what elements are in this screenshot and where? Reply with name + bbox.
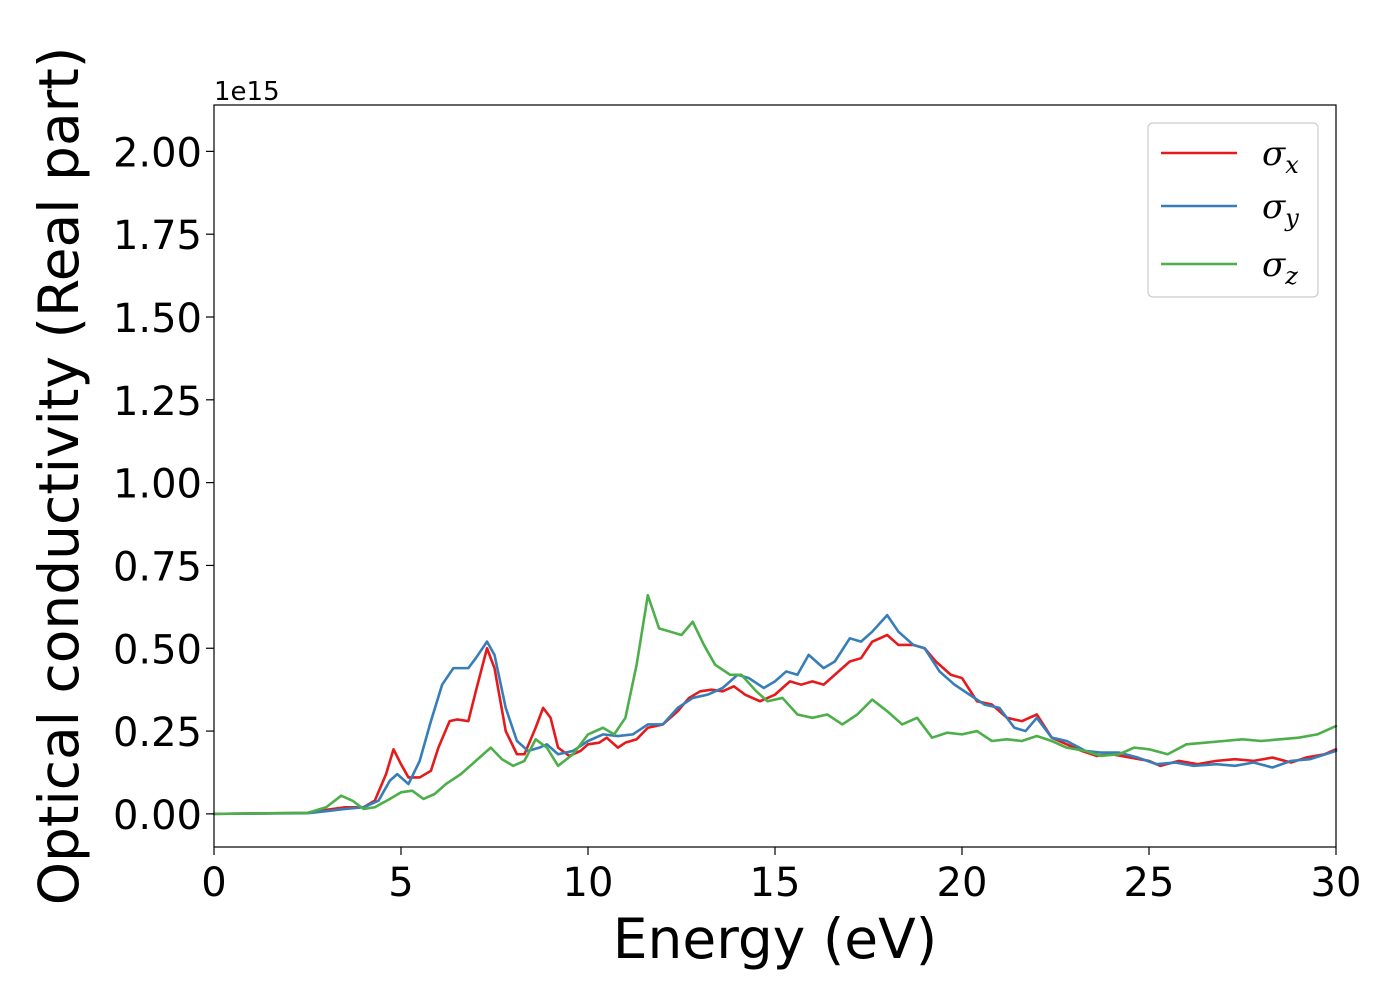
- legend-subscript: x: [1285, 151, 1299, 179]
- legend-frame: [1147, 122, 1319, 298]
- series-layer: [212, 593, 1338, 816]
- legend-label-sigma-z: σz: [1262, 245, 1298, 290]
- series-line-y-sigma: [212, 613, 1338, 816]
- legend-label-sigma-x: σx: [1262, 134, 1299, 179]
- series-line-z-sigma: [212, 593, 1338, 816]
- y-axis: 0.00 0.25 0.50 0.75 1.00 1.25 1.50 1.75 2.00: [113, 130, 214, 839]
- legend-subscript: y: [1284, 204, 1299, 232]
- x-axis: 0 5 10 15 20 25 30: [201, 847, 1361, 906]
- y-tick-label: 0.25: [113, 710, 202, 756]
- x-tick-label: 10: [563, 860, 614, 906]
- y-offset-label: 1e15: [214, 77, 280, 107]
- x-tick-label: 25: [1124, 860, 1175, 906]
- x-tick-label: 15: [750, 860, 801, 906]
- y-tick-label: 1.75: [113, 213, 202, 259]
- legend-label-sigma-y: σy: [1262, 187, 1299, 232]
- y-axis-label: Optical conductivity (Real part): [27, 47, 91, 906]
- series-line-x-sigma: [212, 633, 1338, 816]
- legend-symbol: σ: [1262, 245, 1286, 285]
- legend-symbol: σ: [1262, 134, 1286, 174]
- y-tick-label: 1.00: [113, 462, 202, 508]
- x-tick-label: 20: [937, 860, 988, 906]
- x-axis-label: Energy (eV): [613, 907, 937, 971]
- x-tick-label: 30: [1311, 860, 1362, 906]
- y-tick-label: 1.50: [113, 296, 202, 342]
- x-tick-label: 0: [201, 860, 226, 906]
- legend-symbol: σ: [1262, 187, 1286, 227]
- legend-subscript: z: [1284, 262, 1298, 290]
- y-tick-label: 0.00: [113, 793, 202, 839]
- y-tick-label: 0.50: [113, 627, 202, 673]
- x-tick-label: 5: [388, 860, 413, 906]
- y-tick-label: 1.25: [113, 379, 202, 425]
- y-tick-label: 2.00: [113, 130, 202, 176]
- y-tick-label: 0.75: [113, 544, 202, 590]
